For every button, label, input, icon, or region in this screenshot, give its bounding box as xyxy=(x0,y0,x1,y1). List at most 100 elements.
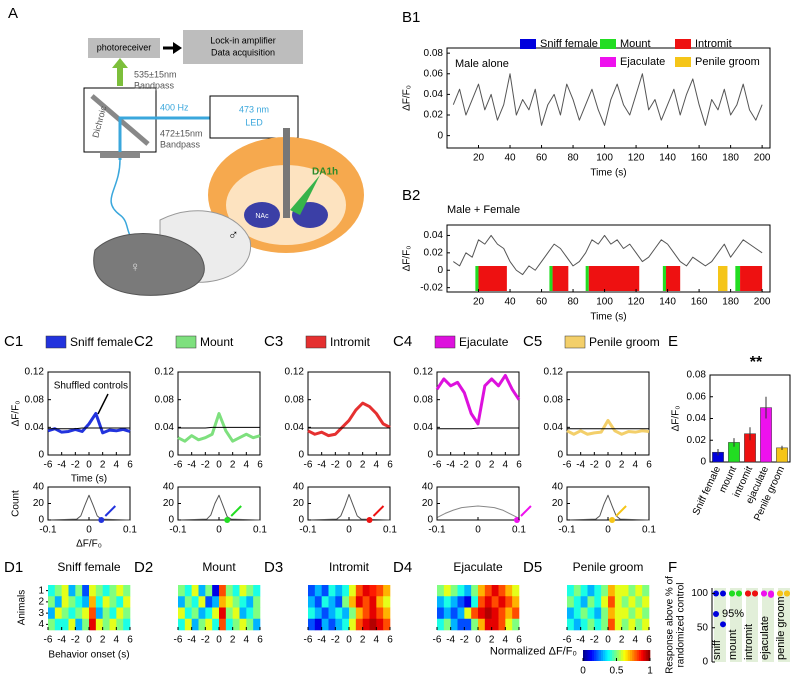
category-label: ejaculate xyxy=(759,616,771,660)
heatmap-cell xyxy=(54,585,62,597)
heatmap-cell xyxy=(239,607,247,620)
heatmap-cell xyxy=(621,618,629,631)
trace xyxy=(177,494,261,521)
heatmap-cell xyxy=(335,607,343,620)
heatmap-cell xyxy=(102,596,110,608)
heatmap-cell xyxy=(450,618,458,631)
heatmap-cell xyxy=(82,585,90,597)
heatmap-cell xyxy=(191,618,199,631)
y-tick-label: 2 xyxy=(38,597,44,608)
colorbar-step xyxy=(587,650,590,661)
category-label: mount xyxy=(727,629,739,660)
colorbar-step xyxy=(636,650,640,661)
legend-swatch xyxy=(175,335,197,349)
y-tick-label: 0 xyxy=(702,657,708,668)
heatmap-cell xyxy=(628,585,636,597)
behavior-event xyxy=(740,266,763,291)
y-tick-label: 20 xyxy=(293,498,305,509)
heatmap-cell xyxy=(635,585,643,597)
x-tick-label: 4 xyxy=(244,460,250,471)
heatmap-cell xyxy=(178,585,186,597)
arrowhead xyxy=(112,58,128,68)
panel-label: C1 xyxy=(4,333,23,350)
x-tick-label: -2 xyxy=(331,635,340,646)
heatmap-cell xyxy=(601,596,609,608)
annotation: Shuffled controls xyxy=(54,381,128,392)
legend-swatch xyxy=(305,335,327,349)
panel-label: D5 xyxy=(523,559,542,576)
heatmap-cell xyxy=(349,607,357,620)
heatmap-cell xyxy=(314,585,322,597)
heatmap-cell xyxy=(89,607,97,620)
y-tick-label: 20 xyxy=(552,498,564,509)
x-tick-label: 0 xyxy=(216,525,222,536)
x-tick-label: 6 xyxy=(127,460,133,471)
heatmap-cell xyxy=(512,618,520,631)
x-tick-label: 4 xyxy=(503,635,509,646)
heatmap-cell xyxy=(308,585,316,597)
y-tick-label: 40 xyxy=(163,482,175,493)
x-tick-label: 80 xyxy=(567,297,579,308)
heatmap-cell xyxy=(573,618,581,631)
lockin: Lock-in amplifier xyxy=(210,35,276,45)
heatmap-cell xyxy=(635,607,643,620)
heatmap-cell xyxy=(328,618,336,631)
y-tick-label: 1 xyxy=(38,585,44,596)
x-tick-label: 2 xyxy=(619,460,625,471)
photoreceiver-box xyxy=(88,38,160,58)
heatmap-cell xyxy=(198,618,206,631)
heatmap-cell xyxy=(512,596,520,608)
x-tick-label: -4 xyxy=(57,460,66,471)
heatmap-cell xyxy=(82,596,90,608)
heatmap-cell xyxy=(437,596,445,608)
behavior-event xyxy=(475,266,479,291)
heatmap-cell xyxy=(355,618,363,631)
heatmap-cell xyxy=(308,596,316,608)
behavior-event xyxy=(718,266,728,291)
heatmap-cell xyxy=(109,585,117,597)
heatmap-cell xyxy=(246,618,254,631)
category-label: sniff xyxy=(711,639,723,660)
x-tick-label: 200 xyxy=(754,297,771,308)
legend-label: Penile groom xyxy=(695,56,760,68)
heatmap-cell xyxy=(212,618,220,631)
heatmap-cell xyxy=(628,596,636,608)
heatmap-cell xyxy=(89,596,97,608)
heatmap-cell xyxy=(212,596,220,608)
x-tick-label: 120 xyxy=(628,297,645,308)
x-tick-label: 1 xyxy=(647,666,653,677)
x-tick-label: 0.1 xyxy=(512,525,526,536)
heatmap-cell xyxy=(335,585,343,597)
x-tick-label: 0.1 xyxy=(642,525,656,536)
heatmap-cell xyxy=(219,618,227,631)
heatmap-cell xyxy=(123,607,131,620)
response-point xyxy=(713,590,719,597)
heatmap-cell xyxy=(505,596,513,608)
heatmap-cell xyxy=(123,618,131,631)
y-tick-label: 0 xyxy=(298,515,304,526)
heatmap-cell xyxy=(253,607,261,620)
x-tick-label: 4 xyxy=(114,460,120,471)
optic-fiber xyxy=(283,128,290,218)
heatmap-cell xyxy=(75,585,83,597)
x-tick-label: 60 xyxy=(536,153,548,164)
legend-label: Sniff female xyxy=(70,335,133,349)
heatmap-cell xyxy=(225,596,233,608)
heatmap-cell xyxy=(443,585,451,597)
heatmap-title: Ejaculate xyxy=(453,560,503,574)
heatmap-cell xyxy=(219,607,227,620)
heatmap-cell xyxy=(642,596,650,608)
heatmap-cell xyxy=(580,618,588,631)
x-tick-label: 6 xyxy=(387,635,393,646)
colorbar-label: Normalized ΔF/F₀ xyxy=(490,645,577,657)
heatmap-cell xyxy=(321,618,329,631)
heatmap-cell xyxy=(184,607,192,620)
heatmap-cell xyxy=(567,607,575,620)
heatmap-cell xyxy=(580,607,588,620)
heatmap-cell xyxy=(349,618,357,631)
y-axis-label: ΔF/F₀ xyxy=(402,246,413,272)
heatmap-cell xyxy=(567,618,575,631)
y-tick-label: 0.02 xyxy=(424,247,444,258)
colorbar-step xyxy=(634,650,637,661)
heatmap-cell xyxy=(355,585,363,597)
